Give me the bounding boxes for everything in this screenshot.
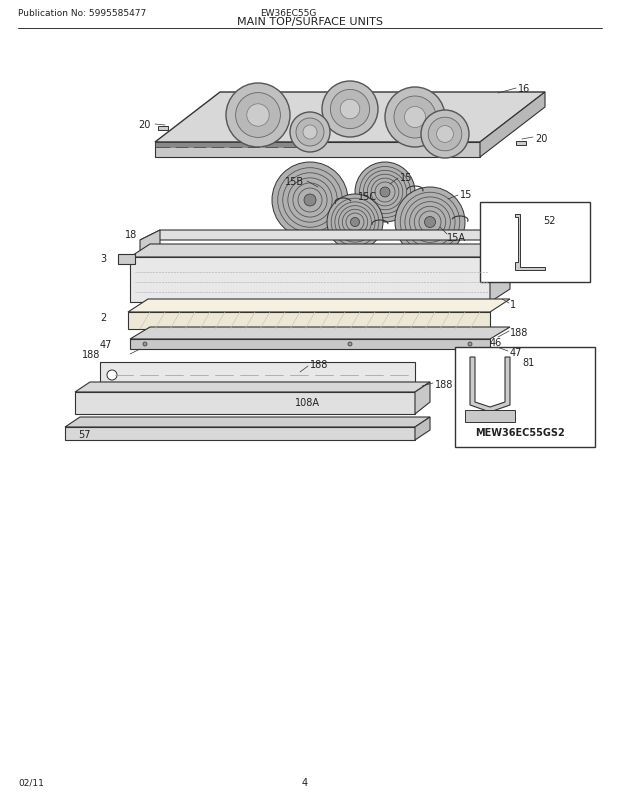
- Text: 188: 188: [82, 350, 100, 359]
- Circle shape: [394, 97, 436, 139]
- Polygon shape: [480, 93, 545, 158]
- Polygon shape: [415, 418, 430, 440]
- Text: 15: 15: [460, 190, 472, 200]
- Polygon shape: [490, 245, 510, 302]
- Text: 15: 15: [400, 172, 412, 183]
- Polygon shape: [75, 392, 415, 415]
- Bar: [480, 203, 590, 282]
- Text: 2: 2: [100, 313, 106, 322]
- Text: 108A: 108A: [295, 398, 320, 407]
- Text: MEW36EC55GS2: MEW36EC55GS2: [475, 427, 565, 437]
- Polygon shape: [118, 255, 135, 265]
- Circle shape: [236, 94, 280, 138]
- Circle shape: [330, 91, 370, 129]
- Circle shape: [348, 342, 352, 346]
- Text: 15B: 15B: [285, 176, 304, 187]
- Text: 4: 4: [302, 777, 308, 787]
- Circle shape: [290, 113, 330, 153]
- Circle shape: [247, 105, 269, 127]
- Circle shape: [350, 218, 360, 227]
- Polygon shape: [128, 313, 490, 330]
- Polygon shape: [515, 215, 545, 270]
- Text: 188: 188: [510, 327, 528, 338]
- Polygon shape: [158, 127, 168, 131]
- Circle shape: [327, 195, 383, 251]
- Text: 188: 188: [310, 359, 329, 370]
- Circle shape: [380, 188, 390, 198]
- Text: 188: 188: [435, 379, 453, 390]
- Text: 1: 1: [510, 300, 516, 310]
- Polygon shape: [155, 143, 480, 158]
- Circle shape: [355, 163, 415, 223]
- Text: 18: 18: [125, 229, 137, 240]
- Text: 15A: 15A: [447, 233, 466, 243]
- Text: 47: 47: [100, 339, 112, 350]
- Polygon shape: [128, 300, 510, 313]
- Circle shape: [468, 342, 472, 346]
- Polygon shape: [130, 327, 510, 339]
- Text: 57: 57: [78, 429, 91, 439]
- Text: Publication No: 5995585477: Publication No: 5995585477: [18, 9, 146, 18]
- Text: EW36EC55G: EW36EC55G: [260, 9, 316, 18]
- Polygon shape: [65, 427, 415, 440]
- Polygon shape: [140, 231, 510, 241]
- Polygon shape: [130, 339, 490, 350]
- Bar: [465, 411, 515, 423]
- Text: 20: 20: [535, 134, 547, 144]
- Circle shape: [304, 195, 316, 207]
- Text: 16: 16: [518, 84, 530, 94]
- Polygon shape: [140, 231, 160, 255]
- Text: 15C: 15C: [358, 192, 377, 202]
- Text: 3: 3: [100, 253, 106, 264]
- Circle shape: [322, 82, 378, 138]
- Circle shape: [404, 107, 425, 128]
- Text: 81: 81: [522, 358, 534, 367]
- Text: 02/11: 02/11: [18, 777, 44, 787]
- Circle shape: [421, 111, 469, 159]
- Polygon shape: [415, 383, 430, 415]
- Circle shape: [428, 118, 462, 152]
- Polygon shape: [100, 363, 415, 383]
- Text: 52: 52: [543, 216, 556, 225]
- Polygon shape: [130, 257, 490, 302]
- Circle shape: [143, 342, 147, 346]
- Text: 46: 46: [490, 338, 502, 347]
- Circle shape: [395, 188, 465, 257]
- Polygon shape: [155, 93, 545, 143]
- Circle shape: [303, 126, 317, 140]
- Polygon shape: [155, 143, 300, 148]
- Circle shape: [107, 371, 117, 380]
- Polygon shape: [470, 358, 510, 412]
- Polygon shape: [65, 418, 430, 427]
- Polygon shape: [130, 245, 510, 257]
- Circle shape: [340, 100, 360, 119]
- Circle shape: [385, 88, 445, 148]
- Circle shape: [296, 119, 324, 147]
- Circle shape: [272, 163, 348, 239]
- Polygon shape: [516, 142, 526, 146]
- Text: MAIN TOP/SURFACE UNITS: MAIN TOP/SURFACE UNITS: [237, 17, 383, 27]
- Polygon shape: [75, 383, 430, 392]
- Circle shape: [425, 217, 435, 229]
- Circle shape: [436, 127, 453, 144]
- Text: 20: 20: [138, 119, 151, 130]
- Text: 47: 47: [510, 347, 523, 358]
- Bar: [455, 347, 595, 448]
- Circle shape: [226, 84, 290, 148]
